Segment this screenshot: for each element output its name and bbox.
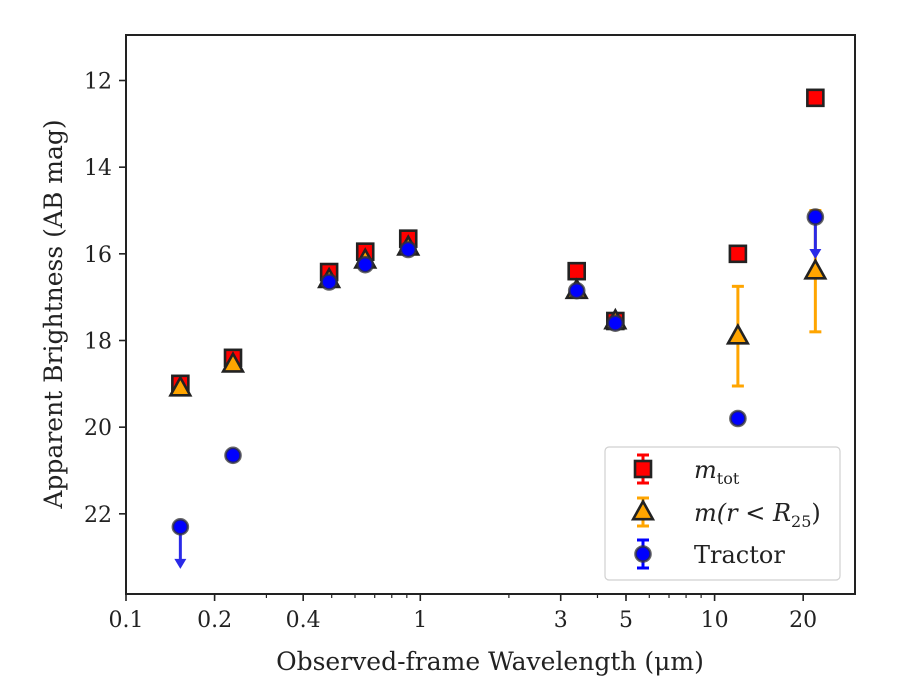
x-tick-label: 20: [789, 608, 817, 633]
x-tick-label: 0.2: [197, 608, 232, 633]
legend-marker: [633, 459, 653, 479]
upper-limit-arrowhead: [174, 558, 187, 569]
y-tick-label: 20: [84, 416, 112, 441]
x-tick-label: 3: [554, 608, 568, 633]
data-point: [806, 88, 825, 108]
legend-marker: [630, 498, 656, 521]
legend-entry-tractor: Tractor: [694, 541, 785, 569]
data-point: [803, 257, 828, 280]
y-tick-label: 18: [84, 330, 112, 355]
data-points: [168, 88, 828, 569]
legend-markers: [630, 453, 656, 570]
series-2: [171, 208, 825, 569]
y-tick-label: 14: [84, 156, 112, 181]
legend-entry-mr25: m(r < R25): [694, 499, 821, 531]
data-point: [224, 446, 242, 465]
data-point: [567, 261, 587, 281]
data-point: [168, 374, 193, 397]
x-tick-label: 1: [413, 608, 427, 633]
x-axis-label: Observed-frame Wavelength (μm): [276, 647, 704, 676]
data-point: [567, 281, 586, 300]
legend-marker: [634, 545, 652, 563]
data-point: [171, 518, 190, 536]
x-tick-label: 0.1: [109, 608, 144, 633]
data-point: [399, 240, 418, 259]
y-tick-label: 16: [84, 243, 112, 268]
data-point: [320, 273, 338, 291]
data-point: [806, 208, 825, 226]
y-tick-label: 12: [84, 70, 112, 95]
legend: mtot m(r < R25) Tractor: [604, 446, 841, 581]
legend-box: [604, 446, 841, 581]
axis-ticks: 0.1 0.2 0.4 1 3 5 10 20 12 14 16 18 20 22: [84, 70, 817, 634]
x-tick-label: 10: [701, 608, 729, 633]
data-point: [729, 409, 747, 428]
data-point: [220, 351, 246, 373]
x-tick-label: 5: [619, 608, 633, 633]
legend-entry-mtot: mtot: [694, 456, 740, 488]
data-point: [356, 255, 375, 274]
data-point: [725, 322, 750, 345]
data-point: [606, 314, 625, 332]
x-tick-label: 0.4: [286, 608, 321, 633]
y-axis-label: Apparent Brightness (AB mag): [39, 119, 68, 509]
data-point: [728, 244, 748, 264]
plot-frame: [125, 34, 856, 595]
y-tick-label: 22: [84, 503, 112, 528]
upper-limit-arrowhead: [809, 249, 822, 259]
